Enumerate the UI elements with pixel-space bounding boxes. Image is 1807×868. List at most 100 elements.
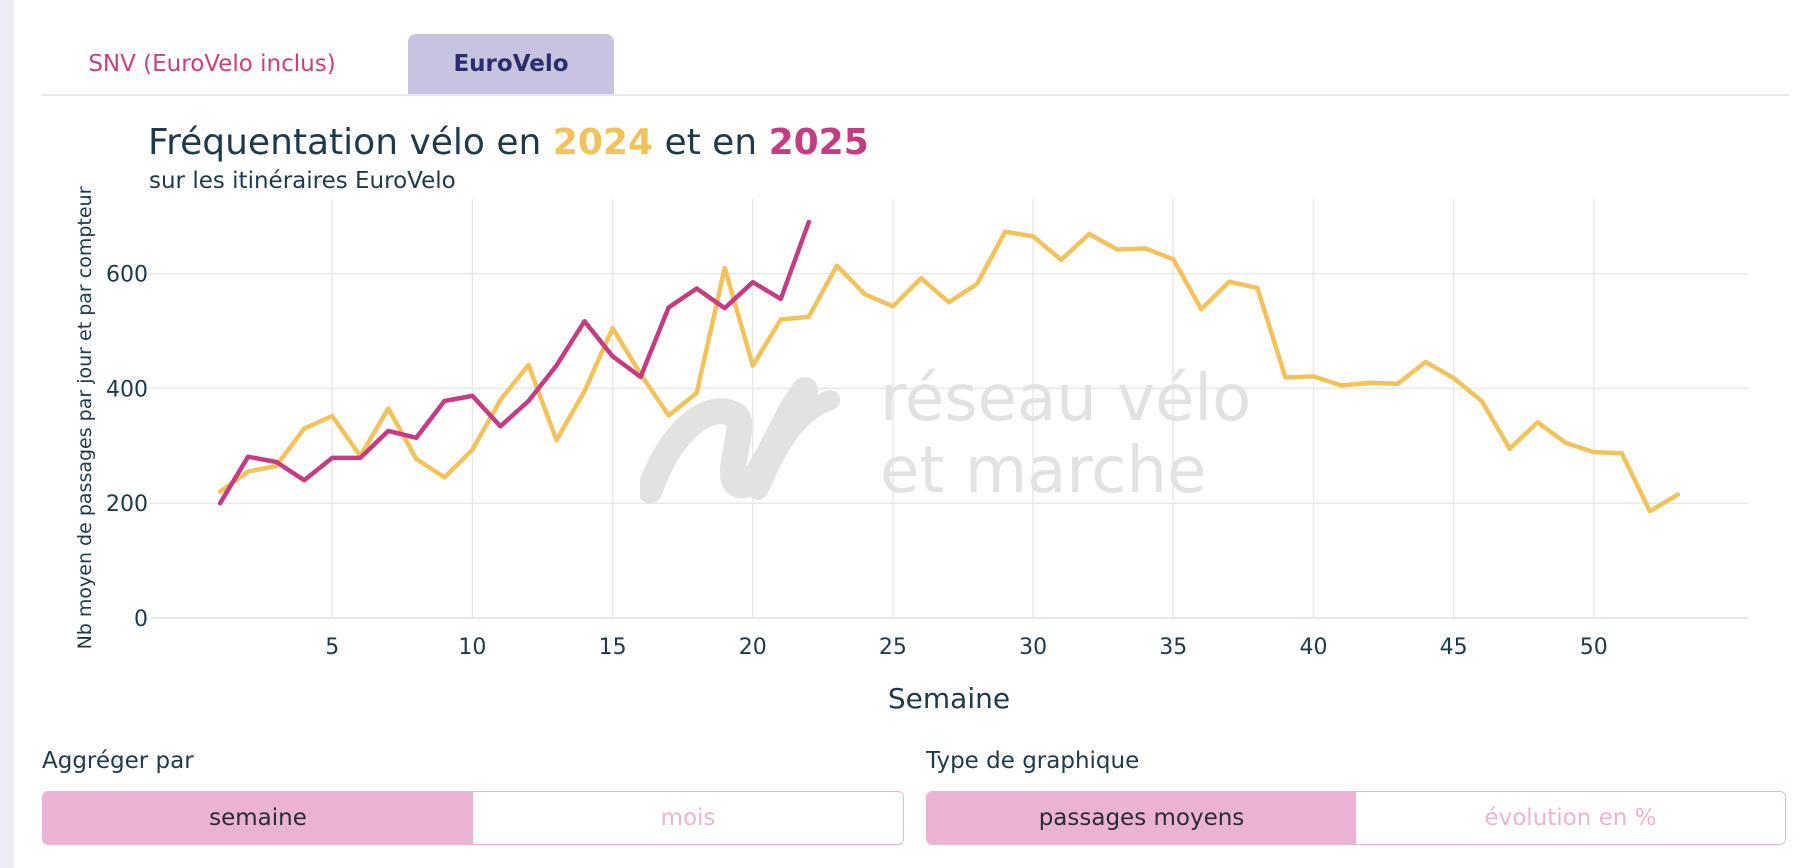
point-2024-5 (330, 413, 335, 418)
point-2025-4 (302, 478, 307, 483)
point-2024-51 (1619, 451, 1624, 456)
y-tick-label-600: 600 (106, 263, 148, 288)
point-2025-11 (498, 424, 503, 429)
grid (150, 199, 1748, 619)
point-2024-35 (1171, 257, 1176, 262)
watermark-logo: réseau vélo et marche (640, 362, 1251, 508)
chart-title-middle: et en (653, 122, 769, 163)
x-axis-label: Semaine (888, 682, 1010, 715)
y-axis-label: Nb moyen de passages par jour et par com… (74, 186, 96, 649)
point-2024-32 (1087, 232, 1092, 237)
point-2024-4 (302, 426, 307, 431)
point-2024-48 (1535, 420, 1540, 425)
point-2024-13 (554, 438, 559, 443)
point-2024-18 (694, 391, 699, 396)
chart-title-year-2024: 2024 (552, 122, 653, 163)
point-2024-52 (1647, 509, 1652, 514)
point-2024-50 (1591, 450, 1596, 455)
point-2024-17 (666, 413, 671, 418)
chart-type-option-evolution[interactable]: évolution en % (1356, 792, 1785, 844)
series-layer (217, 219, 1681, 514)
point-2025-16 (638, 374, 643, 379)
left-rail (0, 0, 14, 868)
x-tick-label-50: 50 (1580, 635, 1608, 660)
aggregate-toggle: semaine mois (42, 791, 904, 845)
point-2024-22 (806, 314, 811, 319)
point-2024-38 (1255, 285, 1260, 290)
point-2024-25 (890, 304, 895, 309)
point-2025-2 (246, 454, 251, 459)
point-2024-40 (1311, 374, 1316, 379)
point-2024-19 (722, 265, 727, 270)
ticks: 5 10 15 20 25 30 35 40 45 50 0 200 400 600 (106, 263, 1608, 660)
x-tick-label-10: 10 (458, 635, 486, 660)
x-tick-label-20: 20 (739, 635, 767, 660)
point-2024-8 (414, 457, 419, 462)
point-2024-20 (750, 363, 755, 368)
point-2024-23 (834, 263, 839, 268)
watermark-line2: et marche (880, 434, 1206, 508)
point-2024-34 (1143, 246, 1148, 251)
point-2024-42 (1367, 380, 1372, 385)
chart-type-option-passages[interactable]: passages moyens (927, 792, 1356, 844)
point-2024-12 (526, 362, 531, 367)
point-2025-1 (218, 501, 223, 506)
point-2024-31 (1059, 257, 1064, 262)
point-2024-33 (1115, 247, 1120, 252)
y-tick-label-400: 400 (106, 377, 148, 402)
point-2024-11 (498, 397, 503, 402)
watermark-swoosh-icon-2 (748, 390, 840, 500)
point-2024-21 (778, 317, 783, 322)
point-2025-7 (386, 428, 391, 433)
chart-type-toggle: passages moyens évolution en % (926, 791, 1786, 845)
x-tick-label-30: 30 (1019, 635, 1047, 660)
point-2024-39 (1283, 375, 1288, 380)
y-tick-label-200: 200 (106, 492, 148, 517)
watermark-line1: réseau vélo (880, 362, 1251, 436)
point-2024-45 (1451, 376, 1456, 381)
tab-eurovelo[interactable]: EuroVelo (408, 34, 614, 94)
chart-title: Fréquentation vélo en 2024 et en 2025 (148, 122, 869, 163)
point-2024-26 (918, 276, 923, 281)
y-tick-label-0: 0 (134, 607, 148, 632)
point-2025-5 (330, 455, 335, 460)
point-2025-15 (610, 354, 615, 359)
line-chart: 5 10 15 20 25 30 35 40 45 50 0 200 400 600 Semaine Nb… (74, 186, 1748, 715)
chart-type-label: Type de graphique (926, 748, 1140, 774)
point-2025-17 (666, 305, 671, 310)
point-2024-36 (1199, 307, 1204, 312)
chart-title-year-2025: 2025 (768, 122, 869, 163)
tab-bar: SNV (EuroVelo inclus) EuroVelo (42, 34, 1789, 96)
point-2024-47 (1507, 446, 1512, 451)
point-2024-28 (975, 281, 980, 286)
point-2024-53 (1675, 492, 1680, 497)
aggregate-label: Aggréger par (42, 748, 194, 774)
point-2025-3 (274, 459, 279, 464)
chart-title-prefix: Fréquentation vélo en (148, 122, 553, 163)
point-2024-9 (442, 475, 447, 480)
point-2024-41 (1339, 383, 1344, 388)
aggregate-option-mois[interactable]: mois (473, 792, 903, 844)
x-tick-label-25: 25 (879, 635, 907, 660)
point-2025-6 (358, 455, 363, 460)
point-2024-1 (218, 489, 223, 494)
point-2025-18 (694, 286, 699, 291)
point-2024-30 (1031, 234, 1036, 239)
point-2024-49 (1563, 440, 1568, 445)
tab-snv[interactable]: SNV (EuroVelo inclus) (88, 51, 336, 77)
point-2025-10 (470, 393, 475, 398)
aggregate-option-semaine[interactable]: semaine (43, 792, 473, 844)
x-tick-label-35: 35 (1159, 635, 1187, 660)
point-2024-10 (470, 447, 475, 452)
point-2024-27 (947, 300, 951, 305)
series-line-2025 (217, 219, 812, 506)
point-2024-37 (1227, 279, 1232, 284)
x-tick-label-45: 45 (1440, 635, 1468, 660)
point-2025-14 (582, 319, 587, 324)
point-2024-2 (246, 469, 251, 474)
x-tick-label-15: 15 (599, 635, 627, 660)
point-2025-9 (442, 399, 447, 404)
point-2024-43 (1395, 381, 1400, 386)
chart-subtitle: sur les itinéraires EuroVelo (149, 168, 456, 194)
point-2024-46 (1479, 399, 1484, 404)
